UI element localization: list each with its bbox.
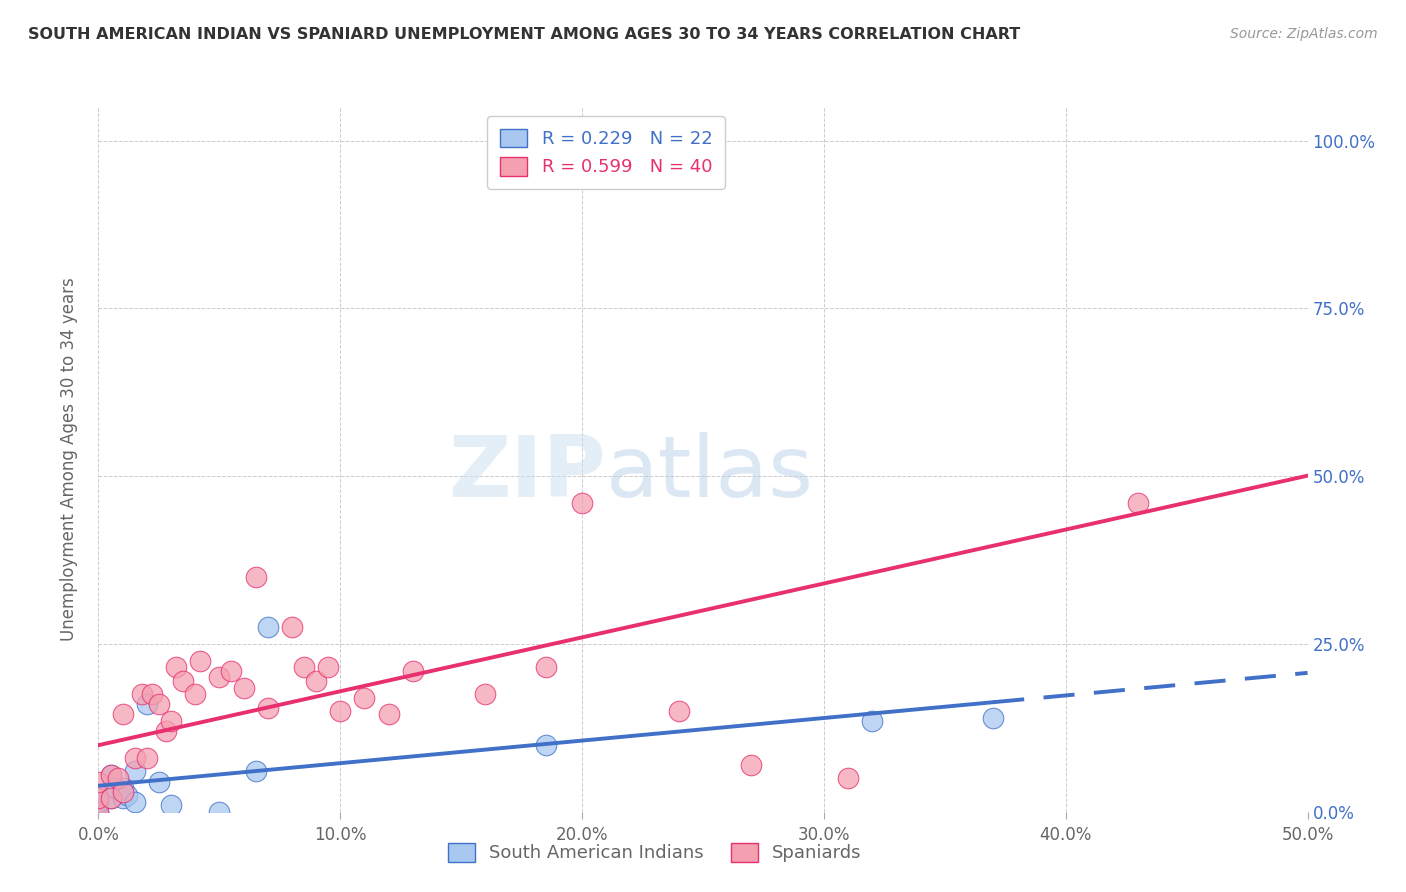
Point: [305, 673, 328, 688]
Point: [740, 757, 762, 772]
Point: [87, 805, 110, 819]
Point: [474, 687, 496, 701]
Legend: South American Indians, Spaniards: South American Indians, Spaniards: [440, 836, 869, 870]
Point: [208, 805, 231, 819]
Point: [160, 714, 183, 728]
Point: [208, 671, 231, 685]
Point: [534, 660, 557, 674]
Point: [135, 751, 157, 765]
Point: [329, 704, 352, 718]
Point: [172, 673, 194, 688]
Point: [104, 781, 127, 796]
Point: [87, 788, 110, 802]
Point: [245, 764, 267, 779]
Point: [402, 664, 425, 678]
Point: [111, 784, 134, 798]
Point: [124, 795, 146, 809]
Point: [1128, 496, 1150, 510]
Point: [111, 707, 134, 722]
Point: [232, 681, 254, 695]
Point: [534, 738, 557, 752]
Point: [87, 791, 110, 805]
Point: [353, 690, 375, 705]
Point: [256, 620, 278, 634]
Point: [245, 570, 267, 584]
Point: [87, 795, 110, 809]
Point: [377, 707, 399, 722]
Point: [148, 698, 170, 712]
Text: SOUTH AMERICAN INDIAN VS SPANIARD UNEMPLOYMENT AMONG AGES 30 TO 34 YEARS CORRELA: SOUTH AMERICAN INDIAN VS SPANIARD UNEMPL…: [28, 27, 1021, 42]
Point: [117, 788, 139, 802]
Point: [837, 771, 859, 785]
Point: [141, 687, 163, 701]
Point: [87, 774, 110, 789]
Point: [860, 714, 883, 728]
Y-axis label: Unemployment Among Ages 30 to 34 years: Unemployment Among Ages 30 to 34 years: [59, 277, 77, 641]
Point: [184, 687, 207, 701]
Text: atlas: atlas: [606, 432, 814, 515]
Point: [188, 654, 211, 668]
Text: ZIP: ZIP: [449, 432, 606, 515]
Point: [571, 496, 593, 510]
Point: [100, 791, 122, 805]
Point: [981, 711, 1004, 725]
Point: [160, 797, 183, 812]
Point: [148, 774, 170, 789]
Point: [131, 687, 153, 701]
Point: [100, 768, 122, 782]
Point: [316, 660, 339, 674]
Point: [668, 704, 690, 718]
Point: [107, 771, 129, 785]
Point: [87, 805, 110, 819]
Point: [100, 768, 122, 782]
Text: Source: ZipAtlas.com: Source: ZipAtlas.com: [1230, 27, 1378, 41]
Point: [87, 797, 110, 812]
Point: [124, 751, 146, 765]
Point: [221, 664, 243, 678]
Point: [292, 660, 315, 674]
Point: [281, 620, 304, 634]
Point: [111, 781, 134, 796]
Point: [135, 698, 157, 712]
Point: [87, 791, 110, 805]
Point: [256, 700, 278, 714]
Point: [155, 724, 177, 739]
Point: [165, 660, 187, 674]
Point: [124, 764, 146, 779]
Point: [100, 791, 122, 805]
Point: [111, 791, 134, 805]
